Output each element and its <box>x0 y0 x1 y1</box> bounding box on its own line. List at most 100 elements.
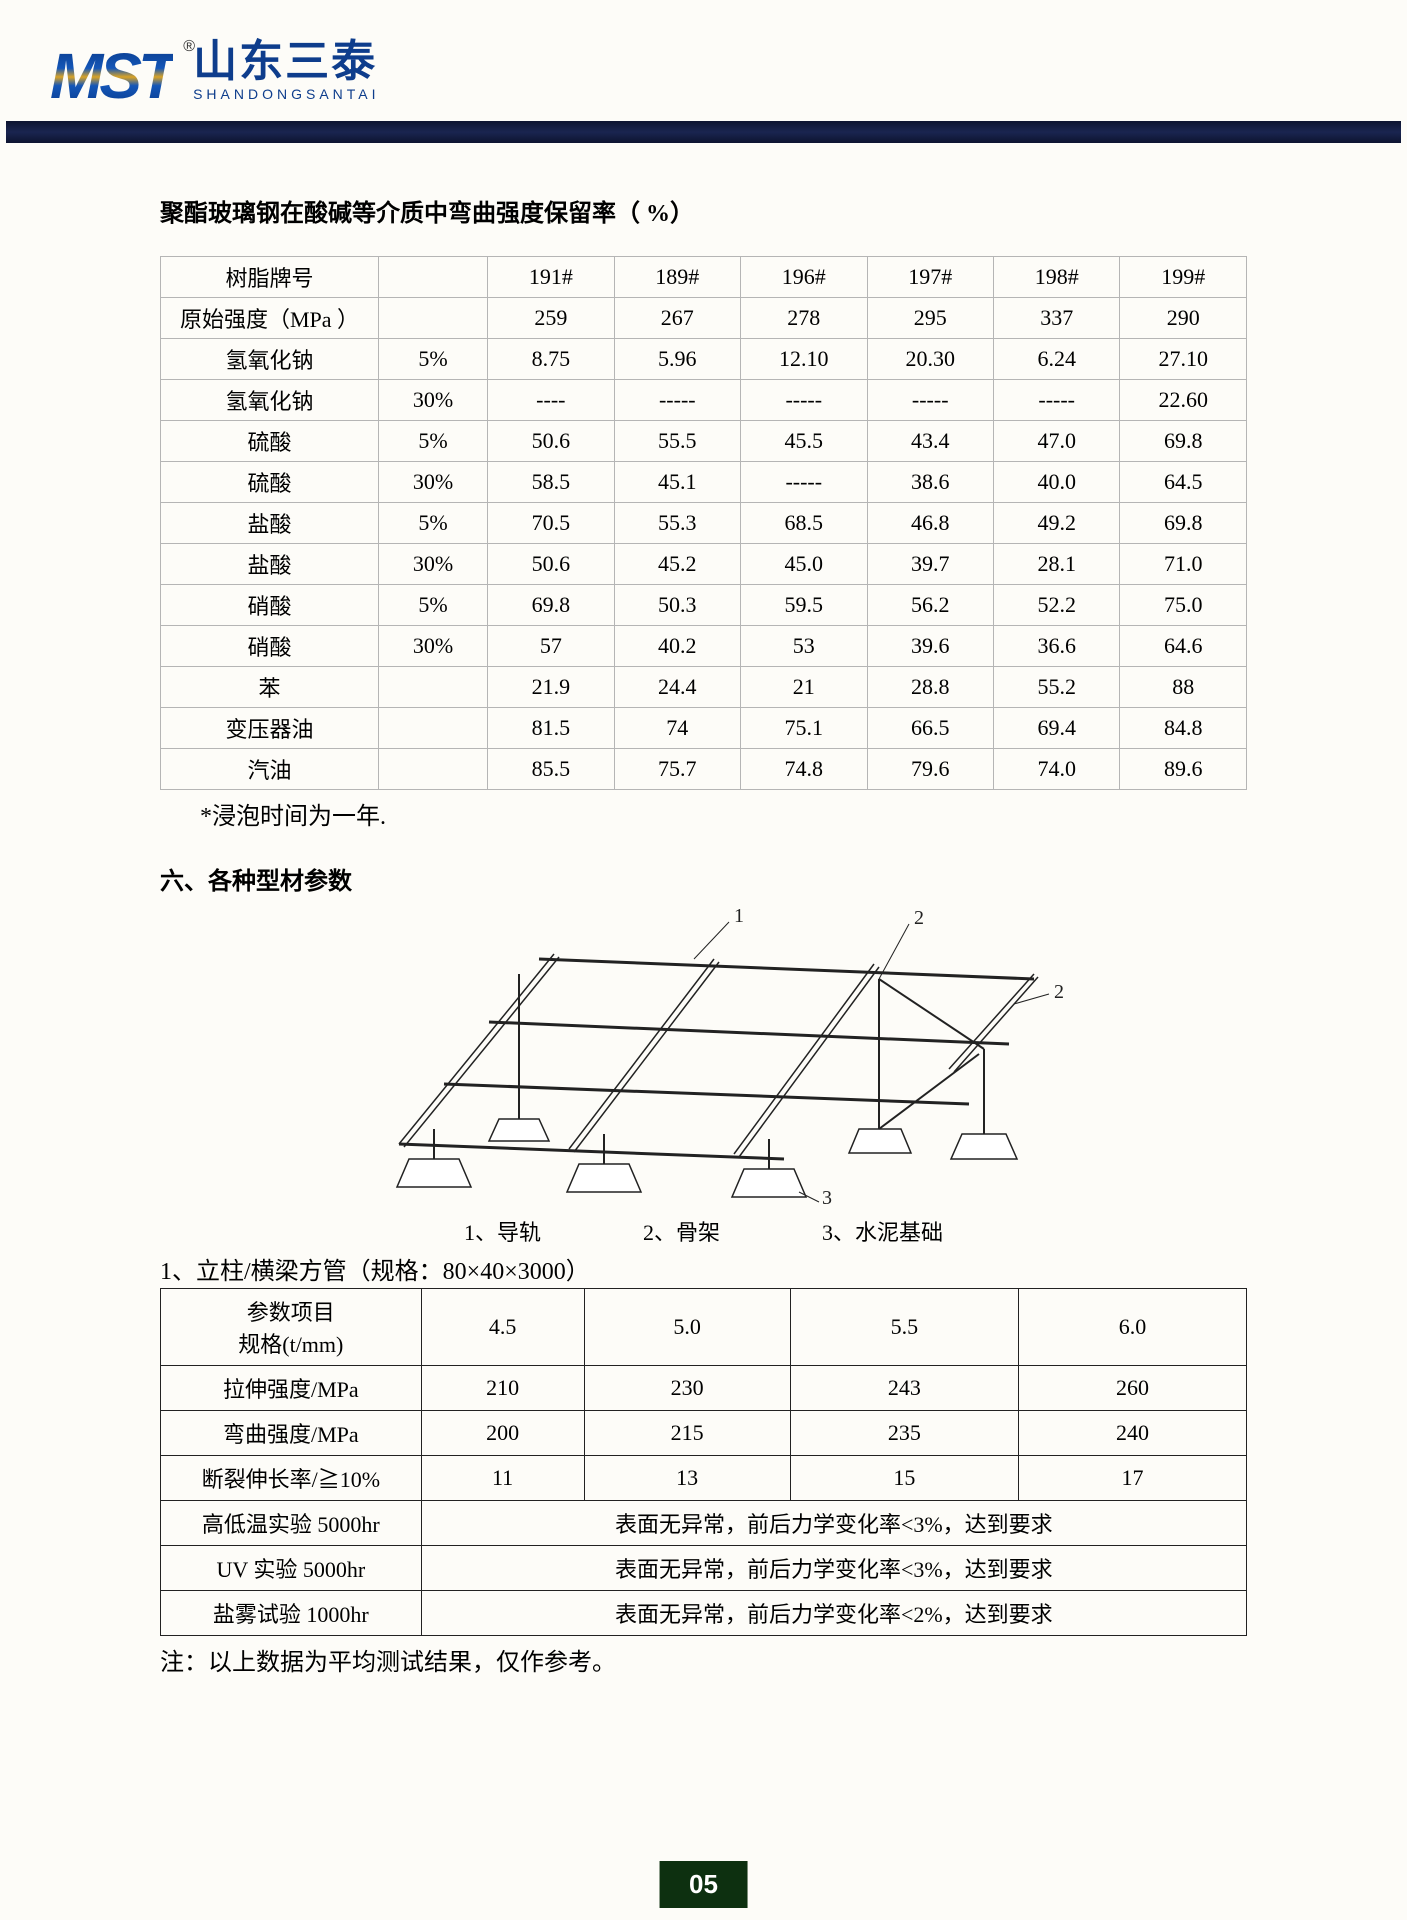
caption-part-1: 1、导轨 <box>464 1220 541 1245</box>
table-cell: 55.5 <box>614 421 740 462</box>
table-cell: 硫酸 <box>161 462 379 503</box>
param-span-cell: 表面无异常，前后力学变化率<3%，达到要求 <box>421 1546 1246 1591</box>
param-cell: 235 <box>790 1411 1018 1456</box>
table-cell: ---- <box>488 380 614 421</box>
param-col-header: 5.0 <box>584 1289 790 1366</box>
table-cell: 50.6 <box>488 544 614 585</box>
structure-diagram: 1 2 2 3 <box>160 904 1247 1209</box>
param-row-label: 拉伸强度/MPa <box>161 1366 422 1411</box>
table-header-cell: 189# <box>614 257 740 298</box>
table-header-cell: 191# <box>488 257 614 298</box>
table-cell: 58.5 <box>488 462 614 503</box>
table-cell: 50.3 <box>614 585 740 626</box>
diagram-label-2b: 2 <box>1054 981 1064 1003</box>
content: 聚酯玻璃钢在酸碱等介质中弯曲强度保留率（ %） 树脂牌号191#189#196#… <box>0 143 1407 1697</box>
parameter-table: 参数项目 规格(t/mm)4.55.05.56.0拉伸强度/MPa2102302… <box>160 1288 1247 1636</box>
param-span-cell: 表面无异常，前后力学变化率<3%，达到要求 <box>421 1501 1246 1546</box>
table-cell: 74 <box>614 708 740 749</box>
table-cell: 55.2 <box>993 667 1119 708</box>
table-cell: 12.10 <box>741 339 867 380</box>
table-cell: 88 <box>1120 667 1247 708</box>
diagram-label-1: 1 <box>734 905 744 927</box>
table-cell: 259 <box>488 298 614 339</box>
table-cell: ----- <box>614 380 740 421</box>
table-cell: 79.6 <box>867 749 993 790</box>
table-cell: 21.9 <box>488 667 614 708</box>
table-cell: 5% <box>379 585 488 626</box>
table-cell: 8.75 <box>488 339 614 380</box>
table-cell <box>379 708 488 749</box>
table-cell: 45.5 <box>741 421 867 462</box>
table-cell: 盐酸 <box>161 544 379 585</box>
table-header-cell: 树脂牌号 <box>161 257 379 298</box>
table-cell: 40.2 <box>614 626 740 667</box>
table-header-cell: 196# <box>741 257 867 298</box>
table-cell: 69.4 <box>993 708 1119 749</box>
caption-part-3: 3、水泥基础 <box>822 1220 943 1245</box>
table-cell: 45.1 <box>614 462 740 503</box>
table-cell: 75.7 <box>614 749 740 790</box>
table-cell: 71.0 <box>1120 544 1247 585</box>
table-cell: 6.24 <box>993 339 1119 380</box>
table-cell: 75.1 <box>741 708 867 749</box>
diagram-svg: 1 2 2 3 <box>314 904 1094 1204</box>
table-header-cell: 198# <box>993 257 1119 298</box>
table-cell: 30% <box>379 462 488 503</box>
table-cell: 295 <box>867 298 993 339</box>
table-cell: 69.8 <box>488 585 614 626</box>
param-col-header: 6.0 <box>1018 1289 1246 1366</box>
logo-chinese-block: 山东三泰 SHANDONGSANTAI <box>193 40 379 102</box>
param-span-cell: 表面无异常，前后力学变化率<2%，达到要求 <box>421 1591 1246 1636</box>
param-cell: 17 <box>1018 1456 1246 1501</box>
logo-chinese: 山东三泰 <box>193 40 379 84</box>
table-cell: 66.5 <box>867 708 993 749</box>
param-cell: 11 <box>421 1456 584 1501</box>
table-cell: 硝酸 <box>161 585 379 626</box>
table-cell: 30% <box>379 380 488 421</box>
param-row-label: 弯曲强度/MPa <box>161 1411 422 1456</box>
table-cell: 45.0 <box>741 544 867 585</box>
table-cell: 64.6 <box>1120 626 1247 667</box>
table-cell <box>379 298 488 339</box>
header: MST 山东三泰 SHANDONGSANTAI <box>0 0 1407 121</box>
table-cell: 汽油 <box>161 749 379 790</box>
table-cell: 39.6 <box>867 626 993 667</box>
table-cell: 5.96 <box>614 339 740 380</box>
param-row-label: UV 实验 5000hr <box>161 1546 422 1591</box>
table-cell: 43.4 <box>867 421 993 462</box>
param-header-label: 参数项目 规格(t/mm) <box>161 1289 422 1366</box>
table-cell: 40.0 <box>993 462 1119 503</box>
param-col-header: 4.5 <box>421 1289 584 1366</box>
diagram-label-2: 2 <box>914 907 924 929</box>
table-cell: 89.6 <box>1120 749 1247 790</box>
table-cell: 27.10 <box>1120 339 1247 380</box>
table-cell: 28.1 <box>993 544 1119 585</box>
table-cell: 70.5 <box>488 503 614 544</box>
page: MST 山东三泰 SHANDONGSANTAI 聚酯玻璃钢在酸碱等介质中弯曲强度… <box>0 0 1407 1920</box>
table-cell: 68.5 <box>741 503 867 544</box>
table-cell: ----- <box>867 380 993 421</box>
table-cell: 45.2 <box>614 544 740 585</box>
table-cell: 5% <box>379 503 488 544</box>
page-number: 05 <box>659 1861 748 1908</box>
logo-pinyin: SHANDONGSANTAI <box>193 86 379 102</box>
param-col-header: 5.5 <box>790 1289 1018 1366</box>
param-cell: 13 <box>584 1456 790 1501</box>
table-cell <box>379 749 488 790</box>
table-cell: 硝酸 <box>161 626 379 667</box>
param-cell: 260 <box>1018 1366 1246 1411</box>
table-cell: 53 <box>741 626 867 667</box>
table-cell: 57 <box>488 626 614 667</box>
table-cell: ----- <box>993 380 1119 421</box>
table-cell: 290 <box>1120 298 1247 339</box>
table-cell: 36.6 <box>993 626 1119 667</box>
table-header-cell <box>379 257 488 298</box>
param-cell: 15 <box>790 1456 1018 1501</box>
logo-latin: MST <box>50 48 173 106</box>
table-cell: 氢氧化钠 <box>161 380 379 421</box>
section2-title: 六、各种型材参数 <box>160 861 1247 896</box>
table-cell: 59.5 <box>741 585 867 626</box>
table-cell: ----- <box>741 462 867 503</box>
table-header-cell: 197# <box>867 257 993 298</box>
table-cell: 52.2 <box>993 585 1119 626</box>
